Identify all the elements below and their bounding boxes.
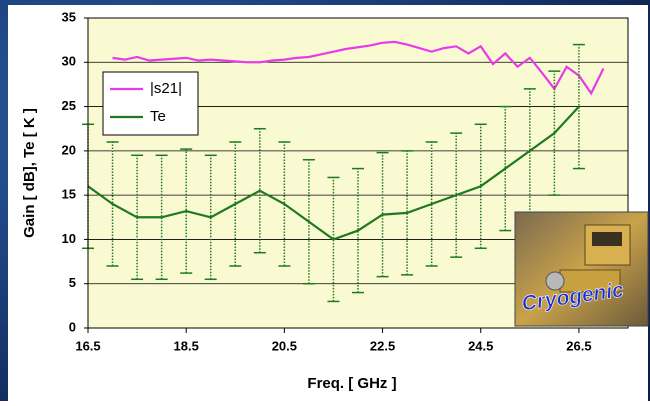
inset-photo: Cryogenic (514, 211, 649, 327)
error-bar (327, 176, 340, 303)
x-tick-label: 26.5 (566, 338, 591, 353)
series-line (112, 40, 605, 96)
legend-label: |s21| (150, 80, 182, 97)
photo-part (545, 271, 565, 291)
y-tick-label: 20 (62, 142, 76, 157)
error-bar (572, 43, 585, 170)
x-tick-label: 24.5 (468, 338, 493, 353)
x-tick-label: 20.5 (272, 338, 297, 353)
x-tick-label: 18.5 (174, 338, 199, 353)
x-axis-label: Freq. [ GHz ] (307, 375, 396, 392)
photo-part (592, 232, 622, 246)
y-axis-label: Gain [ dB], Te [ K ] (21, 108, 38, 238)
error-bar (425, 141, 438, 267)
error-bar (278, 141, 291, 267)
error-bar (253, 127, 266, 254)
error-bar (155, 154, 168, 281)
error-bar (302, 158, 315, 285)
series-line (87, 105, 580, 241)
x-tick-label: 22.5 (370, 338, 395, 353)
error-bar (106, 141, 119, 267)
error-bar (450, 132, 463, 258)
y-tick-label: 25 (62, 98, 76, 113)
error-bar (376, 151, 389, 278)
y-tick-label: 0 (69, 319, 76, 334)
error-bar (548, 70, 561, 196)
plot-frame (87, 17, 629, 329)
y-tick-label: 30 (62, 54, 76, 69)
legend-label: Te (150, 108, 166, 125)
legend-box (102, 71, 199, 136)
error-bar (499, 105, 512, 232)
y-tick-label: 10 (62, 231, 76, 246)
y-tick-label: 15 (62, 187, 76, 202)
y-tick-label: 35 (62, 9, 76, 24)
legend: |s21| Te (102, 71, 199, 136)
error-bar (180, 148, 193, 274)
y-tick-label: 5 (69, 275, 76, 290)
error-bar (474, 123, 487, 250)
error-bar (131, 154, 144, 281)
error-bar (204, 154, 217, 281)
error-bar (401, 150, 414, 276)
x-tick-label: 16.5 (75, 338, 100, 353)
error-bar (352, 167, 364, 294)
error-bar (229, 141, 242, 267)
